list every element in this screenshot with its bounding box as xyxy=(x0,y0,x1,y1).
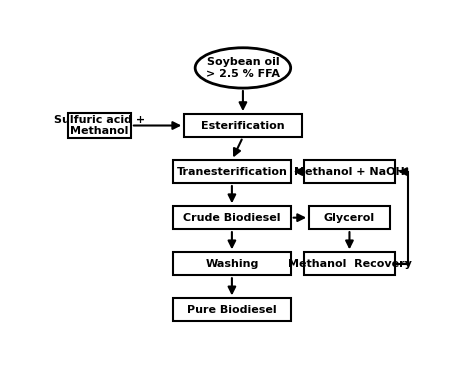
Ellipse shape xyxy=(195,48,291,88)
FancyBboxPatch shape xyxy=(173,206,291,229)
Text: Methanol  Recovery: Methanol Recovery xyxy=(288,259,411,269)
FancyBboxPatch shape xyxy=(68,113,131,138)
Text: Soybean oil
> 2.5 % FFA: Soybean oil > 2.5 % FFA xyxy=(206,57,280,79)
Text: Glycerol: Glycerol xyxy=(324,213,375,223)
Text: Tranesterification: Tranesterification xyxy=(176,166,287,177)
FancyBboxPatch shape xyxy=(173,298,291,321)
Text: Esterification: Esterification xyxy=(201,120,285,131)
FancyBboxPatch shape xyxy=(303,252,395,275)
Text: Washing: Washing xyxy=(205,259,259,269)
FancyBboxPatch shape xyxy=(309,206,390,229)
Text: Sulfuric acid +
Methanol: Sulfuric acid + Methanol xyxy=(54,115,145,136)
Text: Pure Biodiesel: Pure Biodiesel xyxy=(187,305,277,315)
FancyBboxPatch shape xyxy=(173,252,291,275)
FancyBboxPatch shape xyxy=(303,160,395,183)
Text: Methanol + NaOH: Methanol + NaOH xyxy=(294,166,405,177)
FancyBboxPatch shape xyxy=(173,160,291,183)
Text: Crude Biodiesel: Crude Biodiesel xyxy=(183,213,281,223)
FancyBboxPatch shape xyxy=(184,114,301,137)
